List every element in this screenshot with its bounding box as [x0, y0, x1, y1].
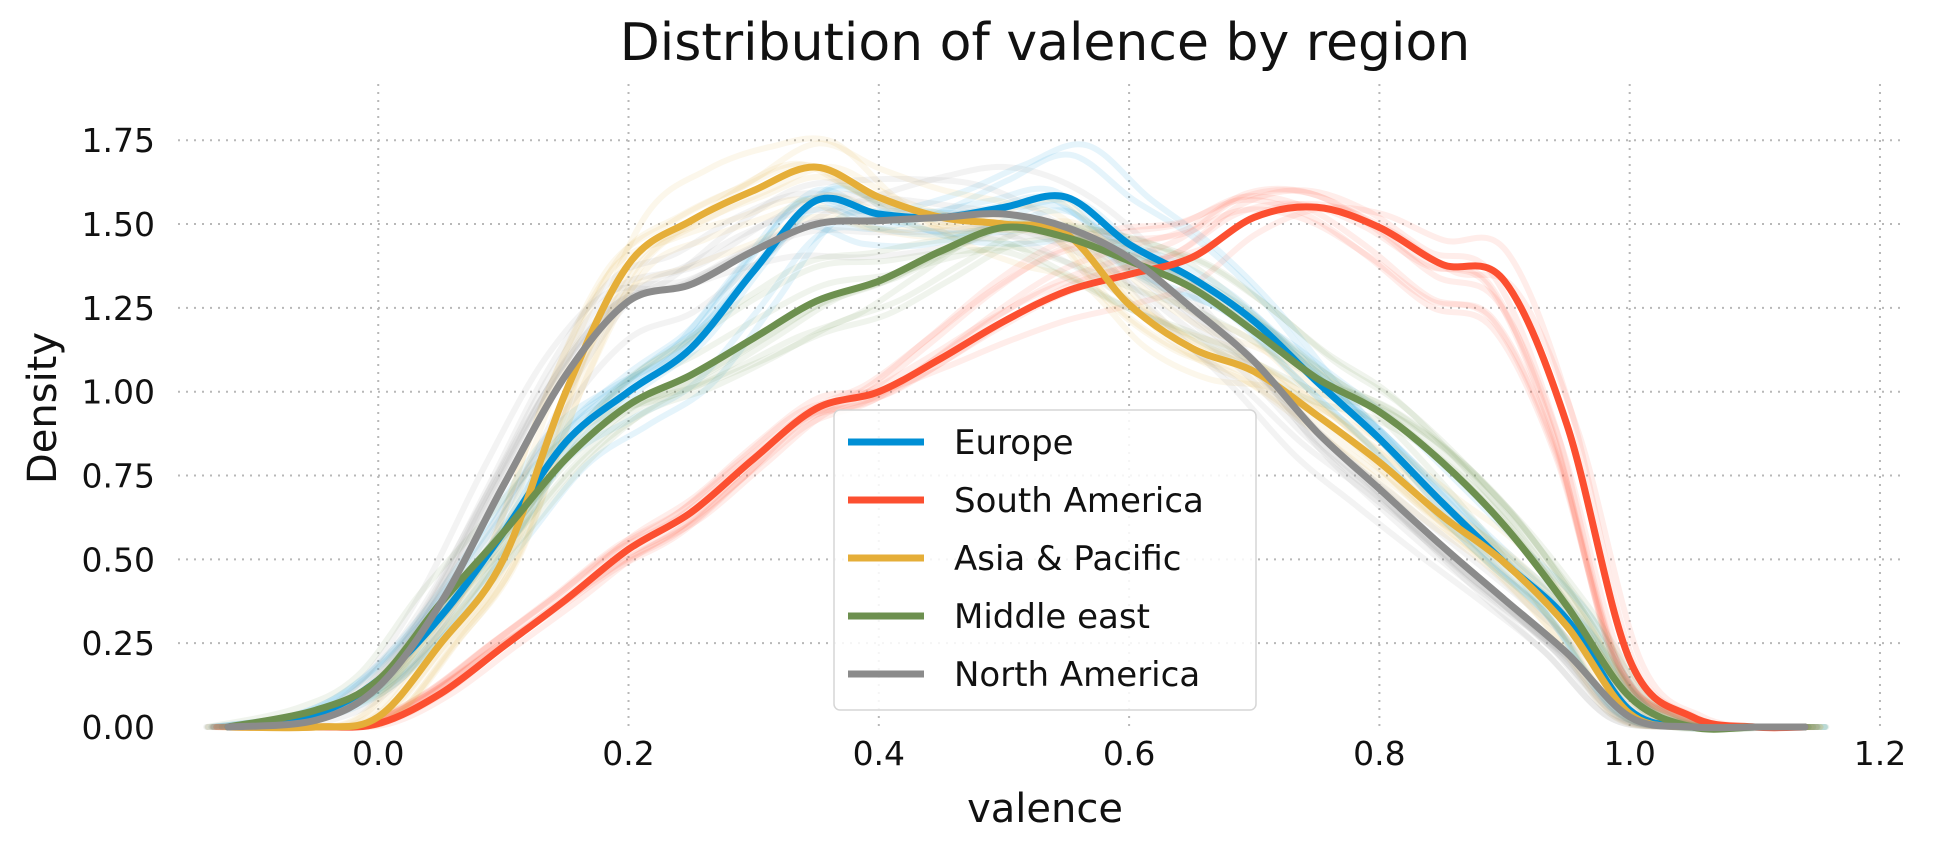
y-tick-labels: 0.00 0.25 0.50 0.75 1.00 1.25 1.50 1.75 [82, 121, 155, 747]
series-line-south-america [224, 203, 1809, 732]
y-tick-label: 1.25 [82, 289, 155, 328]
x-axis-label: valence [967, 786, 1123, 832]
legend-label: Asia & Pacific [954, 539, 1181, 579]
y-tick-label: 0.00 [82, 708, 155, 747]
y-tick-label: 1.50 [82, 205, 155, 244]
bootstrap-curve [245, 182, 1828, 732]
legend-frame [833, 409, 1257, 711]
y-tick-label: 1.75 [82, 121, 155, 160]
bootstrap-curve [210, 185, 1794, 732]
x-tick-label: 1.0 [1603, 734, 1655, 773]
x-tick-label: 1.2 [1854, 734, 1906, 773]
bootstrap-curve [203, 175, 1786, 731]
y-tick-label: 0.50 [82, 540, 155, 579]
legend-label: Middle east [954, 597, 1150, 637]
series-line-middle-east [224, 223, 1809, 733]
x-tick-label: 0.0 [352, 734, 404, 773]
bootstrap-curve [204, 233, 1788, 731]
y-tick-label: 0.25 [82, 624, 155, 663]
bootstrap-curve [209, 200, 1793, 731]
bootstrap-curve [226, 163, 1810, 731]
bootstrap-curve [233, 244, 1816, 733]
series-line-north-america [224, 210, 1809, 732]
x-tick-label: 0.2 [602, 734, 654, 773]
x-tick-label: 0.4 [853, 734, 905, 773]
legend-label: South America [954, 481, 1204, 521]
bootstrap-curve [236, 200, 1820, 731]
bootstrap-curve [240, 135, 1824, 732]
legend-label: North America [954, 655, 1200, 695]
chart-title: Distribution of valence by region [620, 13, 1470, 73]
legend: Europe South America Asia & Pacific Middle … [833, 409, 1257, 711]
y-tick-label: 1.00 [82, 373, 155, 412]
x-tick-labels: 0.0 0.2 0.4 0.6 0.8 1.0 1.2 [352, 734, 1906, 773]
y-axis-label: Density [20, 332, 66, 484]
series-lines [224, 163, 1809, 733]
legend-label: Europe [954, 423, 1074, 463]
x-tick-label: 0.6 [1103, 734, 1155, 773]
bootstrap-curve [210, 187, 1794, 731]
bootstrap-curve [208, 193, 1791, 732]
y-tick-label: 0.75 [82, 457, 155, 496]
x-tick-label: 0.8 [1353, 734, 1405, 773]
